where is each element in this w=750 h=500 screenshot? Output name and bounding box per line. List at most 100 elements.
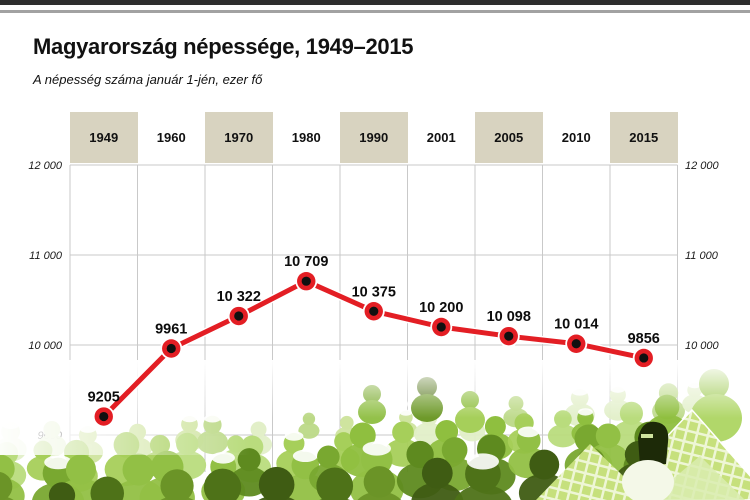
year-header-cell: 2015 bbox=[610, 112, 678, 163]
crowd-head bbox=[43, 420, 61, 438]
crowd-hat bbox=[388, 397, 408, 411]
crowd-body bbox=[564, 446, 613, 484]
data-point-label: 9961 bbox=[155, 322, 187, 338]
data-point bbox=[297, 271, 316, 291]
glasses bbox=[641, 434, 653, 438]
crowd-head bbox=[302, 412, 316, 426]
crowd-hat bbox=[610, 385, 626, 393]
crowd-head bbox=[291, 451, 320, 480]
crowd-head bbox=[461, 391, 479, 409]
crowd-head bbox=[554, 410, 572, 428]
umbrella bbox=[622, 408, 750, 500]
crowd-left-fade bbox=[0, 360, 250, 455]
crowd-head bbox=[435, 420, 459, 443]
crowd-head bbox=[203, 415, 222, 434]
data-point-center bbox=[639, 353, 649, 363]
crowd-body bbox=[281, 473, 329, 500]
data-point-center bbox=[99, 411, 109, 422]
crowd-body bbox=[196, 430, 229, 455]
crowd-head bbox=[237, 448, 261, 472]
crowd-body bbox=[245, 434, 273, 455]
crowd-hat bbox=[578, 408, 593, 416]
crowd-head bbox=[283, 432, 305, 454]
data-point-halo bbox=[227, 305, 250, 328]
crowd-body bbox=[72, 440, 104, 464]
crowd-body bbox=[615, 462, 662, 498]
crowd-man-head bbox=[638, 421, 669, 466]
crowd-body bbox=[396, 462, 444, 499]
crowd-head bbox=[464, 408, 480, 425]
crowd-head bbox=[574, 424, 603, 453]
crowd-body bbox=[111, 479, 166, 500]
crowd-body bbox=[547, 424, 578, 448]
crowd-head bbox=[392, 421, 414, 444]
data-point-center bbox=[369, 306, 379, 316]
crowd-head bbox=[476, 434, 506, 464]
data-point bbox=[499, 326, 518, 346]
crowd-hat bbox=[362, 441, 391, 456]
data-point-halo bbox=[497, 325, 520, 348]
crowd-body bbox=[0, 437, 27, 462]
crowd-body bbox=[358, 400, 386, 424]
crowd-hat bbox=[465, 407, 480, 415]
crowd-head bbox=[250, 421, 267, 438]
chart-subtitle: A népesség száma január 1-jén, ezer fő bbox=[33, 72, 263, 87]
crowd-hat bbox=[44, 455, 73, 470]
crowd-body bbox=[37, 434, 67, 457]
crowd-head bbox=[90, 476, 124, 500]
y-axis-label-left: 11 000 bbox=[29, 250, 63, 262]
data-point-center bbox=[571, 339, 581, 349]
crowd-body bbox=[690, 394, 742, 442]
crowd-hat bbox=[284, 431, 304, 441]
data-point-halo bbox=[430, 316, 453, 338]
crowd-head bbox=[1, 422, 21, 441]
year-header-cell: 1949 bbox=[70, 112, 138, 163]
crowd-body bbox=[518, 473, 570, 500]
crowd-body bbox=[55, 459, 98, 493]
crowd-hat bbox=[466, 453, 499, 470]
crowd-head bbox=[334, 432, 354, 452]
y-axis-label-left: 10 000 bbox=[28, 340, 63, 352]
crowd-body bbox=[454, 484, 512, 500]
year-header-cell: 1990 bbox=[340, 112, 408, 163]
crowd-head bbox=[227, 435, 245, 453]
crowd-head bbox=[529, 449, 560, 480]
crowd-body bbox=[652, 398, 685, 424]
crowd-body bbox=[466, 457, 516, 495]
crowd-body bbox=[459, 421, 486, 442]
data-point-center bbox=[166, 343, 176, 354]
year-header-cell: 1960 bbox=[156, 130, 186, 145]
data-point-label: 10 709 bbox=[284, 254, 328, 270]
crowd-head bbox=[634, 421, 666, 453]
year-header-cell: 2005 bbox=[475, 112, 543, 163]
data-point-label: 10 200 bbox=[419, 300, 463, 316]
data-point bbox=[432, 317, 451, 337]
crowd-body bbox=[0, 477, 25, 500]
data-point bbox=[229, 306, 248, 326]
y-axis-label-right: 11 000 bbox=[685, 250, 719, 262]
umbrella bbox=[536, 444, 648, 500]
crowd-head bbox=[706, 395, 725, 413]
crowd-body bbox=[503, 407, 529, 428]
crowd-body bbox=[258, 495, 295, 500]
crowd-hat bbox=[292, 449, 318, 463]
data-point bbox=[634, 348, 653, 368]
crowd-body bbox=[142, 450, 178, 478]
crowd-body bbox=[168, 450, 207, 480]
top-black-bar bbox=[0, 0, 750, 5]
crowd-hat bbox=[399, 409, 413, 416]
y-axis-label-right: 10 000 bbox=[685, 340, 720, 352]
crowd-head bbox=[149, 434, 171, 456]
crowd-body bbox=[678, 437, 727, 475]
crowd-body bbox=[507, 428, 541, 454]
crowd-head bbox=[406, 440, 434, 469]
crowd-head bbox=[609, 386, 626, 403]
crowd-head bbox=[203, 468, 242, 500]
crowd-head bbox=[176, 432, 199, 456]
crowd-hat bbox=[2, 420, 20, 430]
crowd-head bbox=[678, 431, 711, 464]
crowd-head bbox=[516, 428, 541, 453]
crowd-body bbox=[508, 447, 549, 479]
crowd-body bbox=[566, 470, 616, 500]
crowd-head bbox=[577, 409, 594, 426]
